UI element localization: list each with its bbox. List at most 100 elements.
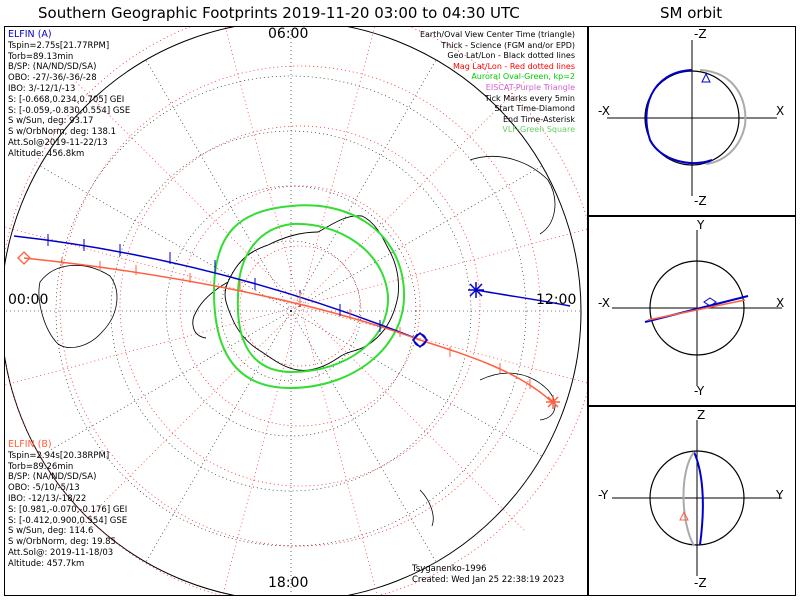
auroral-oval-inner	[236, 222, 390, 374]
orbit2-top-label: Y	[697, 218, 705, 232]
probe-a-line: Tspin=2.75s[21.77RPM]	[8, 40, 110, 51]
view-center-a	[413, 333, 427, 347]
mag-meridian	[299, 228, 587, 307]
orbit-a-xz	[645, 69, 713, 165]
probe-a-line: B/SP: (NA/ND/SD/SA)	[8, 62, 97, 73]
probe-a-line: S: [-0.668,0.234,0.705] GEI	[8, 94, 125, 105]
start-diamond-a	[411, 331, 429, 349]
probe-a-line: Torb=89.13min	[8, 51, 74, 62]
probe-b-name: ELFIN (B)	[8, 439, 52, 450]
track-elfin-b	[23, 257, 553, 403]
antarctica-coastline	[224, 215, 399, 371]
geo-meridian	[145, 59, 292, 312]
geo-lat-circle	[55, 75, 527, 547]
orbit-a-yz	[693, 451, 704, 546]
legend-entry: Earth/Oval View Center Time (triangle)	[419, 30, 575, 39]
geo-meridian	[290, 59, 437, 312]
legend-entry: Thick - Science (FGM and/or EPD)	[441, 40, 575, 50]
clock-label-top: 06:00	[268, 26, 309, 42]
geo-meridian	[290, 165, 543, 312]
orbit1-left-label: -X	[598, 104, 610, 118]
legend-entry: EISCAT-Purple Triangle	[485, 82, 575, 92]
start-diamond-b	[17, 251, 31, 265]
track-elfin-a-tail	[475, 289, 571, 307]
mag-meridian	[73, 305, 301, 533]
probe-b-line: IBO: -12/13/-18/22	[8, 493, 87, 504]
end-asterisk-a-stroke	[469, 283, 483, 297]
probe-b-line: Torb=89.26min	[8, 461, 74, 472]
geo-meridian	[290, 310, 437, 563]
footprint-panel	[4, 26, 588, 596]
end-asterisk-b-stroke	[547, 396, 559, 408]
probe-b-line: B/SP: (NA/ND/SD/SA)	[8, 472, 97, 483]
probe-a-line: S w/OrbNorm, deg: 138.1	[8, 127, 117, 138]
orbit1-bottom-label: -Z	[694, 194, 707, 208]
orbit3-right-label: Y	[776, 488, 784, 502]
clock-label-bottom: 18:00	[268, 575, 309, 591]
probe-a-line: Att.Sol@2019-11-22/13	[8, 137, 108, 148]
credit-created: Created: Wed Jan 25 22:38:19 2023	[412, 575, 565, 585]
probe-a-line: S: [-0.059,-0.830,0.554] GSE	[8, 105, 131, 116]
probe-b-line: Tspin=2.94s[20.38RPM]	[8, 450, 110, 461]
orbit-panel-yz	[588, 406, 796, 596]
mag-meridian	[222, 305, 301, 595]
probe-a-line: OBO: -27/-36/-36/-28	[8, 73, 97, 84]
antarctic-peninsula	[192, 281, 229, 339]
orbit-panel-drawing-2	[612, 230, 782, 386]
legend-entry: End Time-Asterisk	[502, 114, 575, 124]
probe-b-line: Altitude: 457.7km	[8, 558, 85, 569]
mag-meridian	[5, 305, 301, 386]
orbit-b-yz-marker	[679, 510, 689, 521]
legend-entry: Geo Lat/Lon - Black dotted lines	[447, 51, 575, 61]
auroral-oval-outer	[212, 204, 406, 390]
probe-b-line: S: [0.981,-0.070,-0.176] GEI	[8, 504, 128, 515]
geo-lat-circle	[5, 27, 582, 595]
orbit-b-xz	[699, 69, 747, 165]
probe-b-line: OBO: -5/10/-5/13	[8, 483, 80, 494]
mag-lat-circle	[239, 245, 361, 367]
orbit3-left-label: -Y	[598, 488, 609, 502]
continent-australia	[479, 372, 556, 421]
orbit-panel-drawing-3	[612, 420, 782, 576]
orbit2-bottom-label: -Y	[694, 384, 705, 398]
orbit3-bottom-label: -Z	[694, 576, 707, 590]
main-plot-group	[5, 27, 587, 595]
orbit-b-yz	[682, 451, 695, 547]
geo-meridian	[290, 310, 543, 457]
orbit-a-xz-marker	[701, 72, 711, 83]
clock-label-left: 00:00	[8, 292, 49, 308]
mag-meridian	[73, 79, 301, 307]
probe-b-line: S: [-0.412,0.900,0.554] GSE	[8, 515, 128, 526]
continent-africa	[469, 156, 556, 235]
chart-title: Southern Geographic Footprints 2019-11-2…	[38, 4, 520, 22]
continent-south-america	[38, 265, 118, 348]
legend-entry: Mag Lat/Lon - Red dotted lines	[452, 61, 575, 71]
mag-meridian	[299, 27, 376, 307]
mag-meridian	[224, 27, 301, 307]
legend-entry: Start Time-Diamond	[494, 104, 575, 114]
probe-a-line: IBO: 3/-12/1/-13	[8, 83, 76, 94]
legend-entry: VLF-Green Square	[502, 125, 575, 135]
probe-a-name: ELFIN (A)	[8, 29, 52, 40]
orbit1-top-label: -Z	[694, 27, 707, 41]
end-asterisk-a	[468, 282, 484, 298]
mag-meridian	[299, 305, 378, 595]
orbit3-top-label: Z	[697, 408, 706, 422]
end-asterisk-b	[546, 395, 560, 409]
orbit-title: SM orbit	[660, 4, 723, 22]
orbit-b-xy	[647, 299, 746, 321]
legend-entry: Auroral Oval-Green, kp=2	[471, 72, 575, 82]
mag-meridian	[299, 305, 527, 533]
earth-circle	[649, 450, 745, 546]
mag-lat-circle	[119, 125, 481, 487]
orbit-panel-drawing-1	[607, 40, 777, 196]
orbit2-left-label: -X	[598, 296, 610, 310]
probe-a-line: Altitude: 456.8km	[8, 148, 85, 159]
probe-b-line: S w/Sun, deg: 114.6	[8, 526, 94, 537]
orbit1-right-label: X	[776, 104, 785, 118]
mag-lat-circle	[59, 65, 541, 547]
credit-model: Tsyganenko-1996	[412, 564, 487, 574]
probe-b-info: ELFIN (B) Tspin=2.94s[20.38RPM] Torb=89.…	[8, 439, 128, 570]
orbit2-right-label: X	[776, 296, 785, 310]
